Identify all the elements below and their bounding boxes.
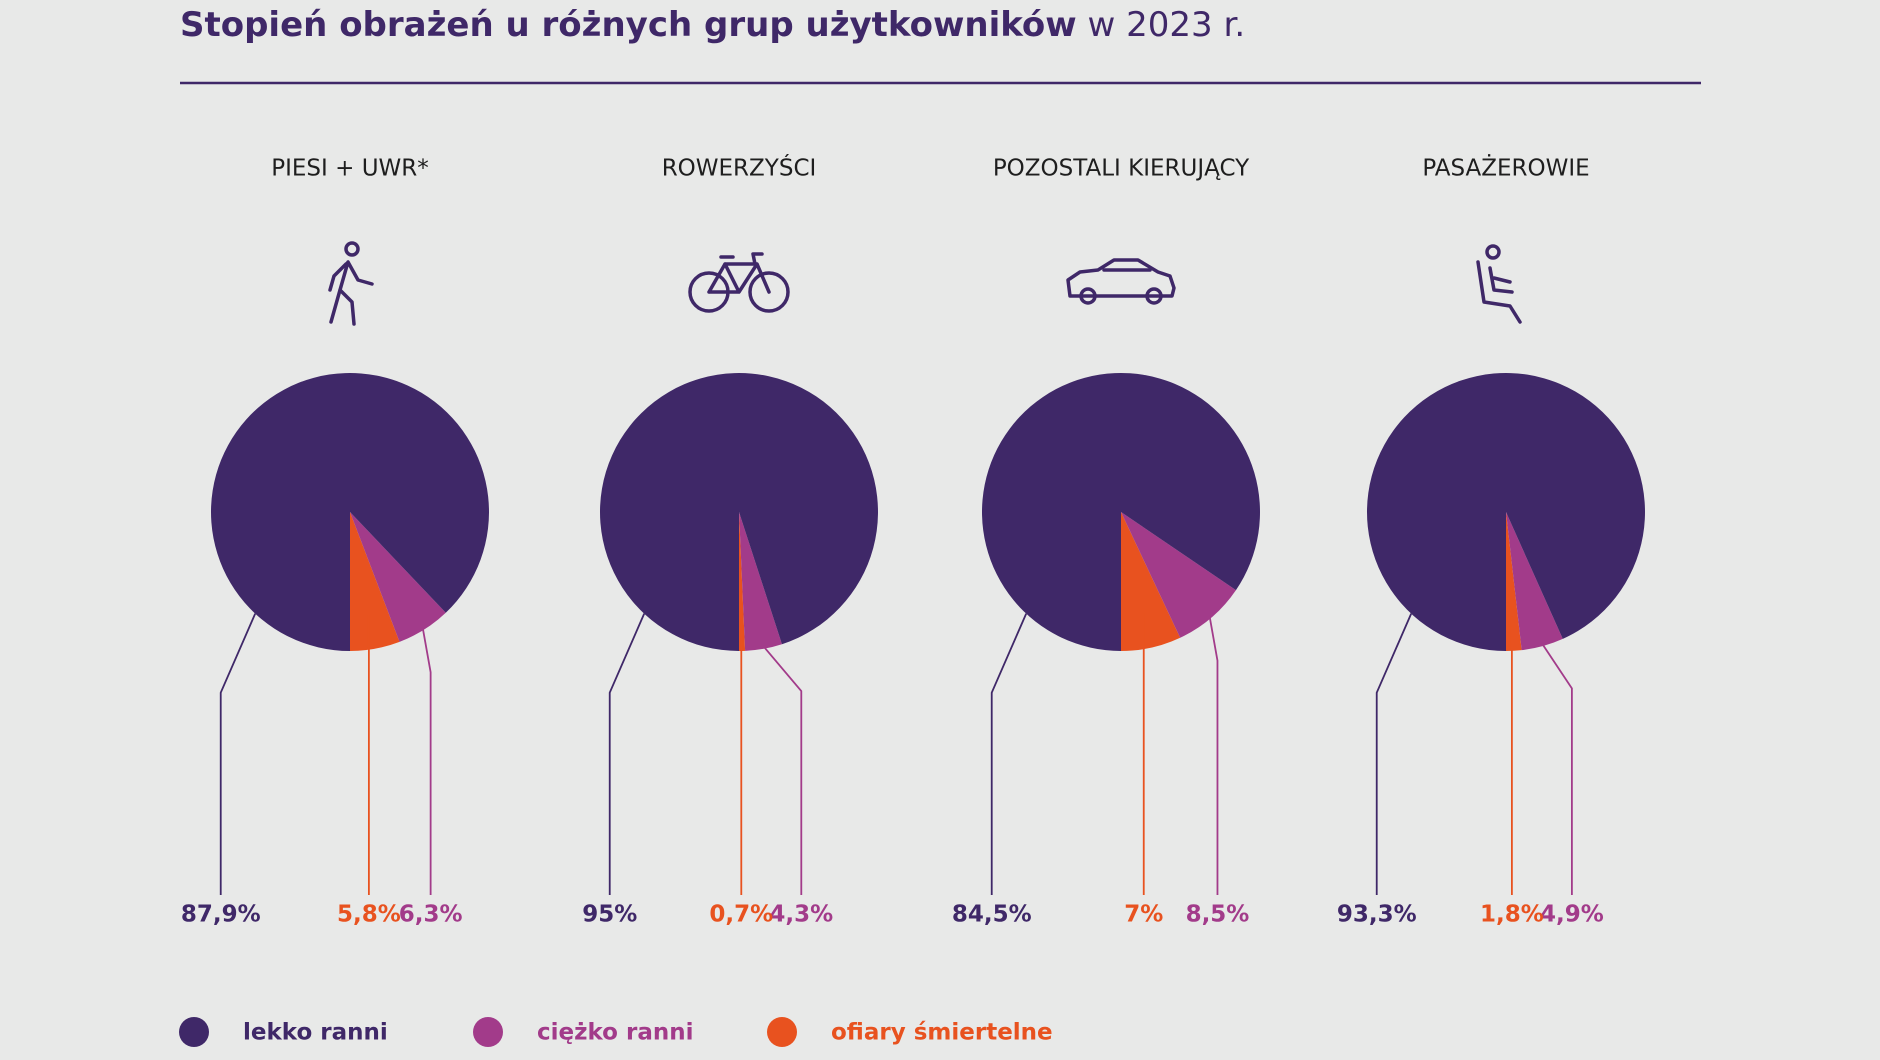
- bicycle-icon: [688, 252, 790, 313]
- value-label: 6,3%: [399, 902, 463, 928]
- value-label: 8,5%: [1186, 902, 1250, 928]
- value-label: 93,3%: [1337, 902, 1417, 928]
- value-label: 5,8%: [337, 902, 401, 928]
- title-main: Stopień obrażeń u różnych grup użytkowni…: [180, 5, 1077, 45]
- leader-line: [421, 627, 432, 895]
- value-label: 7%: [1124, 902, 1163, 928]
- pie-slice: [211, 373, 490, 651]
- value-label: 1,8%: [1480, 902, 1544, 928]
- pedestrian-icon: [328, 241, 374, 326]
- legend-label: lekko ranni: [243, 1020, 388, 1046]
- pie-slice: [1367, 372, 1645, 652]
- pie-slice: [599, 373, 878, 651]
- pie-slice: [350, 512, 446, 642]
- pie-slice: [1121, 512, 1181, 652]
- legend-marker: [473, 1017, 503, 1047]
- leader-line: [219, 613, 257, 895]
- leader-line: [1375, 613, 1413, 895]
- pie-title: PASAŻEROWIE: [1422, 154, 1589, 182]
- value-label: 84,5%: [952, 902, 1032, 928]
- legend-label: ofiary śmiertelne: [831, 1020, 1053, 1046]
- leader-line: [990, 613, 1028, 895]
- pie-slice: [1121, 512, 1236, 638]
- pie-slice: [739, 512, 782, 651]
- pie-title: PIESI + UWR*: [271, 156, 429, 182]
- leader-line: [1208, 615, 1219, 895]
- value-label: 4,9%: [1540, 902, 1604, 928]
- pie-slice: [982, 373, 1261, 651]
- pie-title: ROWERZYŚCI: [662, 154, 817, 182]
- title-suffix: w 2023 r.: [1088, 5, 1246, 45]
- pie-slice: [350, 512, 400, 652]
- value-label: 87,9%: [181, 902, 261, 928]
- pie-title: POZOSTALI KIERUJĄCY: [993, 156, 1250, 182]
- value-label: 95%: [582, 902, 637, 928]
- pie-slice: [1506, 512, 1522, 652]
- leader-line: [608, 613, 646, 895]
- car-icon: [1066, 258, 1176, 305]
- legend-label: ciężko ranni: [537, 1020, 694, 1046]
- pie-slice: [1506, 512, 1563, 651]
- value-label: 0,7%: [709, 902, 773, 928]
- title: Stopień obrażeń u różnych grup użytkowni…: [180, 5, 1245, 45]
- leader-line: [1541, 642, 1573, 895]
- value-label: 4,3%: [769, 902, 833, 928]
- leader-line: [762, 645, 803, 895]
- passenger-icon: [1476, 244, 1522, 324]
- legend-marker: [179, 1017, 209, 1047]
- legend-marker: [767, 1017, 797, 1047]
